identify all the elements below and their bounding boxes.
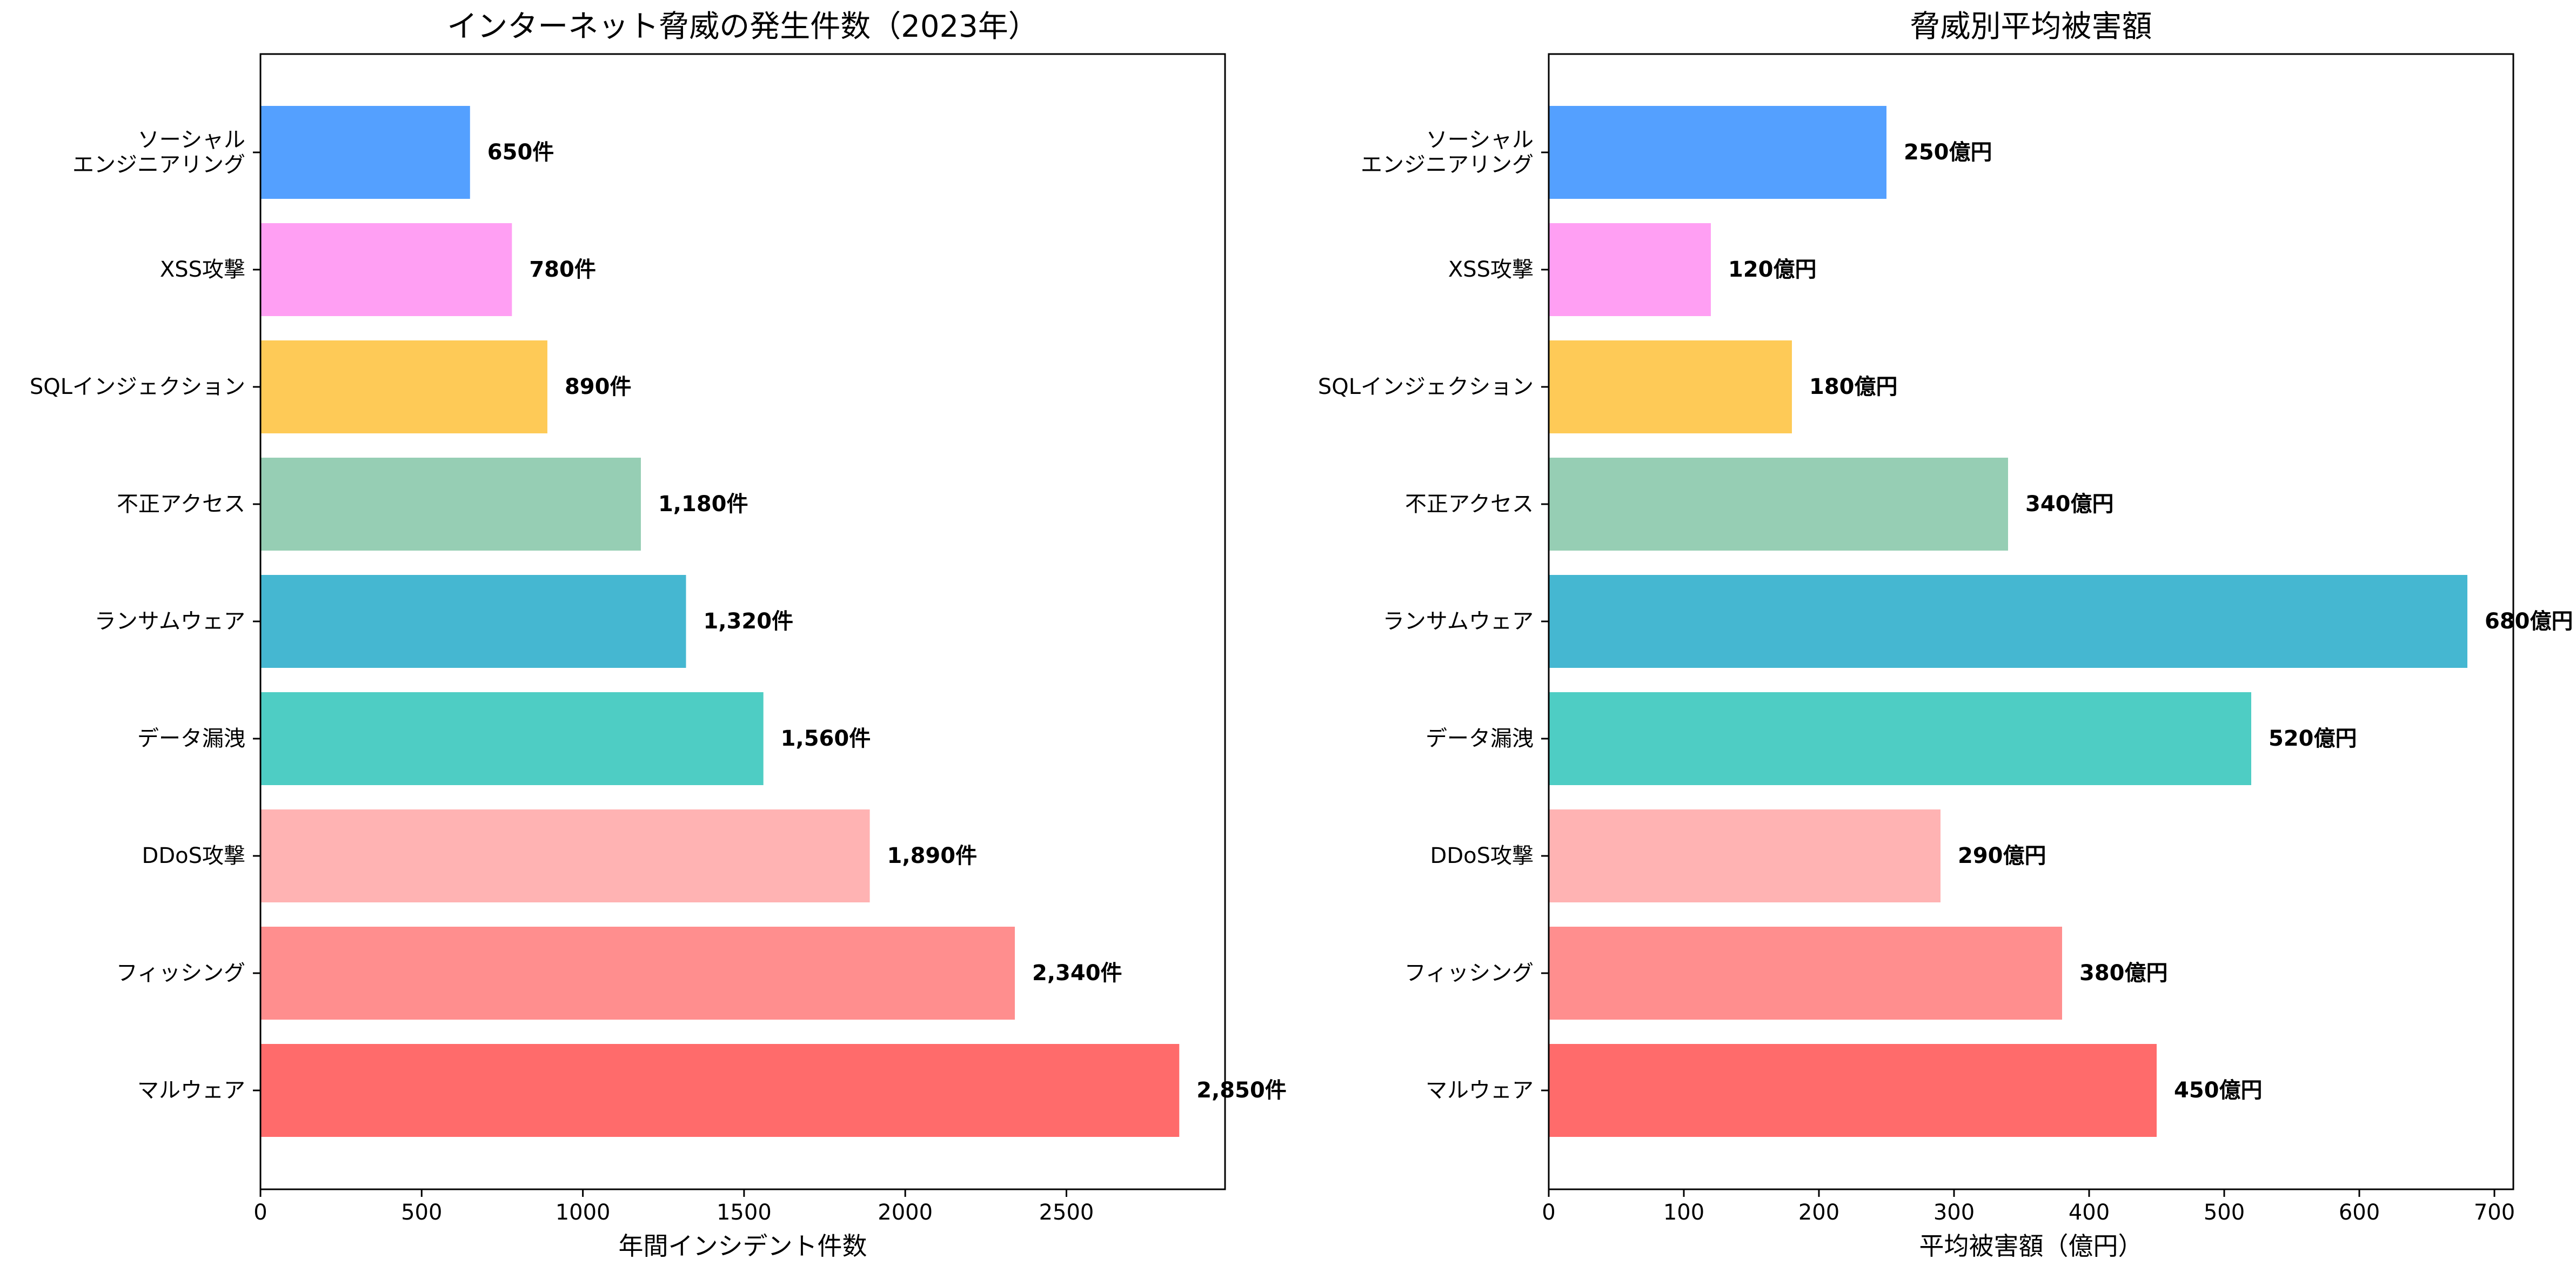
data-label-6: 340億円 [2025,492,2114,517]
category-label-2: フィッシング [116,961,245,986]
x-tick-label-0: 0 [1542,1200,1555,1225]
bar-2 [1549,927,2062,1020]
category-label-line: エンジニアリング [72,152,245,177]
bar-2 [260,927,1015,1020]
category-label-6: 不正アクセス [117,492,245,517]
bar-1 [260,1044,1180,1137]
incident-count-chart: 2,850件 2,340件 1,890件 1,560件 1,320件 1,180件 890件… [30,9,1287,1261]
data-label-2: 2,340件 [1032,961,1122,986]
data-label-1: 2,850件 [1196,1078,1287,1103]
x-tick-label-2: 200 [1798,1200,1839,1225]
x-axis-label: 年間インシデント件数 [619,1231,867,1261]
data-label-8: 780件 [529,257,596,282]
bar-3 [260,809,870,902]
data-label-1: 450億円 [2174,1078,2263,1103]
bar-9 [260,106,470,199]
x-tick-label-1: 500 [401,1200,442,1225]
x-tick-label-1: 100 [1663,1200,1704,1225]
category-label-6: 不正アクセス [1405,492,1534,517]
category-label-3: DDoS攻撃 [142,843,245,868]
category-label-2: フィッシング [1404,961,1534,986]
bar-9 [1549,106,1886,199]
data-label-4: 1,560件 [781,726,871,751]
x-tick-label-4: 400 [2069,1200,2110,1225]
bar-5 [260,575,686,668]
x-tick-label-7: 700 [2474,1200,2515,1225]
x-tick-label-0: 0 [253,1200,267,1225]
average-damage-chart: 450億円 380億円 290億円 520億円 680億円 340億円 180億円 120億円… [1318,9,2573,1261]
chart-title: 脅威別平均被害額 [1910,9,2152,44]
bar-7 [1549,340,1792,433]
data-label-7: 180億円 [1809,374,1898,399]
category-label-7: SQLインジェクション [1318,374,1534,399]
category-label-line: ソーシャル [1426,128,1534,152]
category-label-9: ソーシャルエンジニアリング [72,128,245,177]
bar-8 [1549,223,1711,316]
bar-4 [1549,692,2251,785]
data-label-4: 520億円 [2269,726,2357,751]
x-tick-label-2: 1000 [556,1200,611,1225]
bar-8 [260,223,512,316]
bar-5 [1549,575,2467,668]
data-label-6: 1,180件 [658,492,748,517]
bar-6 [260,458,641,551]
data-label-9: 650件 [487,140,554,165]
data-label-9: 250億円 [1904,140,1992,165]
bar-1 [1549,1044,2157,1137]
category-label-4: データ漏洩 [137,726,245,751]
category-label-3: DDoS攻撃 [1430,843,1534,868]
bar-4 [260,692,764,785]
x-tick-label-5: 500 [2204,1200,2245,1225]
category-label-8: XSS攻撃 [1448,257,1534,282]
data-label-3: 1,890件 [887,843,978,868]
x-axis-label: 平均被害額（億円） [1919,1231,2143,1261]
data-label-5: 1,320件 [704,609,794,634]
category-label-1: マルウェア [137,1078,245,1103]
category-label-9: ソーシャルエンジニアリング [1361,128,1534,177]
category-label-5: ランサムウェア [95,609,245,634]
category-label-line: エンジニアリング [1361,152,1534,177]
bar-3 [1549,809,1941,902]
data-label-5: 680億円 [2485,609,2573,634]
chart-title: インターネット脅威の発生件数（2023年） [447,9,1039,44]
data-label-7: 890件 [565,374,632,399]
x-tick-label-3: 1500 [717,1200,772,1225]
category-label-8: XSS攻撃 [160,257,245,282]
x-tick-label-5: 2500 [1039,1200,1094,1225]
x-tick-label-3: 300 [1933,1200,1975,1225]
data-label-2: 380億円 [2079,961,2168,986]
category-label-5: ランサムウェア [1383,609,1534,634]
bar-6 [1549,458,2008,551]
category-label-7: SQLインジェクション [30,374,245,399]
x-tick-label-4: 2000 [878,1200,933,1225]
category-label-1: マルウェア [1426,1078,1534,1103]
category-label-line: ソーシャル [138,128,245,152]
data-label-3: 290億円 [1958,843,2046,868]
category-label-4: データ漏洩 [1426,726,1534,751]
x-tick-label-6: 600 [2339,1200,2380,1225]
data-label-8: 120億円 [1728,257,1817,282]
bar-7 [260,340,547,433]
